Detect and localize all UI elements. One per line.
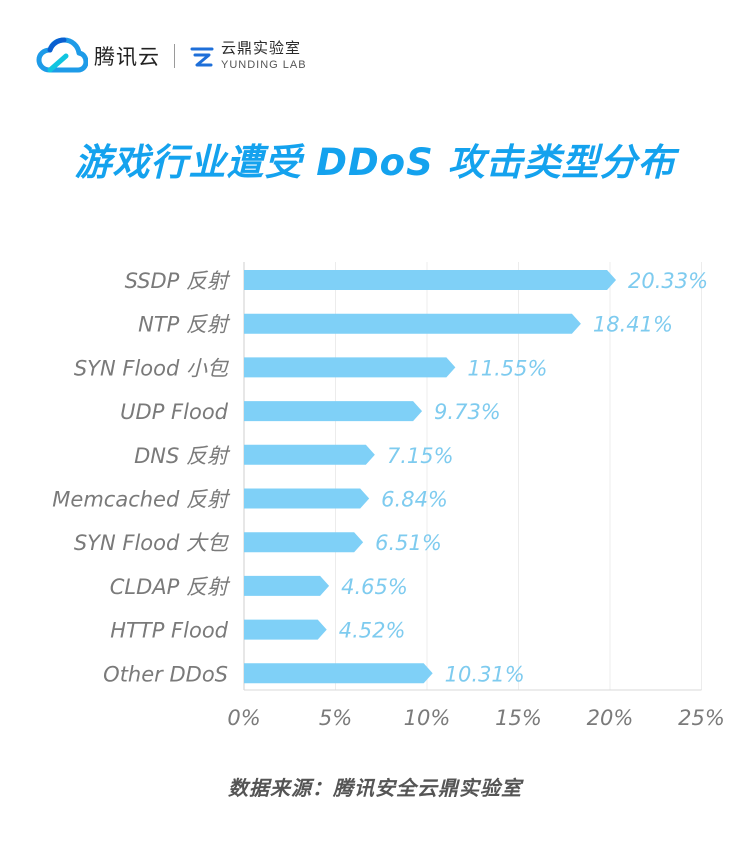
axis-layer: 0% 5% 10% 15% 20% 25% — [227, 689, 725, 730]
bar-0 — [244, 270, 617, 290]
lab-name: 云鼎实验室 — [221, 39, 302, 57]
value-label: 6.51% — [375, 531, 442, 555]
value-label: 10.31% — [445, 662, 525, 686]
bar-2 — [244, 357, 456, 378]
x-tick-label: 10% — [404, 706, 451, 730]
category-label: HTTP Flood — [110, 619, 228, 643]
value-label: 18.41% — [593, 313, 673, 337]
category-label: UDP Flood — [120, 400, 228, 424]
x-tick-label: 15% — [495, 706, 542, 730]
category-label: SSDP 反射 — [125, 269, 231, 293]
category-label: CLDAP 反射 — [110, 575, 231, 599]
label-layer: SSDP 反射 20.33% NTP 反射 18.41% SYN Flood 小包 11.… — [52, 269, 708, 686]
category-label: SYN Flood 大包 — [74, 531, 230, 555]
value-label: 7.15% — [387, 444, 454, 468]
value-label: 9.73% — [434, 400, 501, 424]
category-label: SYN Flood 小包 — [74, 356, 230, 380]
data-source: 数据来源：腾讯安全云鼎实验室 — [228, 776, 522, 800]
header: 腾讯云 云鼎实验室 YUNDING LAB — [36, 34, 307, 78]
category-label: DNS 反射 — [134, 444, 231, 468]
bar-4 — [244, 444, 375, 465]
brand-name: 腾讯云 — [94, 45, 160, 69]
category-label: NTP 反射 — [138, 313, 231, 337]
bar-6 — [244, 532, 364, 553]
bar-7 — [244, 575, 330, 596]
value-label: 20.33% — [628, 269, 708, 293]
bar-9 — [244, 663, 433, 684]
value-label: 6.84% — [381, 488, 448, 512]
category-label: Memcached 反射 — [52, 488, 231, 512]
category-label: Other DDoS — [103, 662, 228, 686]
x-tick-label: 25% — [678, 706, 725, 730]
lab-text: 云鼎实验室 YUNDING LAB — [221, 41, 307, 71]
x-tick-label: 5% — [319, 706, 352, 730]
x-tick-label: 20% — [587, 706, 634, 730]
yunding-lab-logo-icon — [190, 47, 214, 67]
bar-8 — [244, 619, 327, 640]
bar-layer — [244, 270, 617, 684]
chart-title: 游戏行业遭受 DDoS 攻击类型分布 — [74, 141, 676, 184]
header-divider — [174, 44, 175, 68]
x-tick-label: 0% — [227, 706, 260, 730]
tencent-cloud-logo-icon — [36, 37, 88, 73]
bar-1 — [244, 313, 581, 334]
value-label: 4.65% — [341, 575, 408, 599]
lab-name-en: YUNDING LAB — [221, 59, 307, 71]
value-label: 11.55% — [467, 356, 547, 380]
bar-5 — [244, 488, 370, 509]
bar-3 — [244, 401, 423, 422]
value-label: 4.52% — [339, 619, 406, 643]
